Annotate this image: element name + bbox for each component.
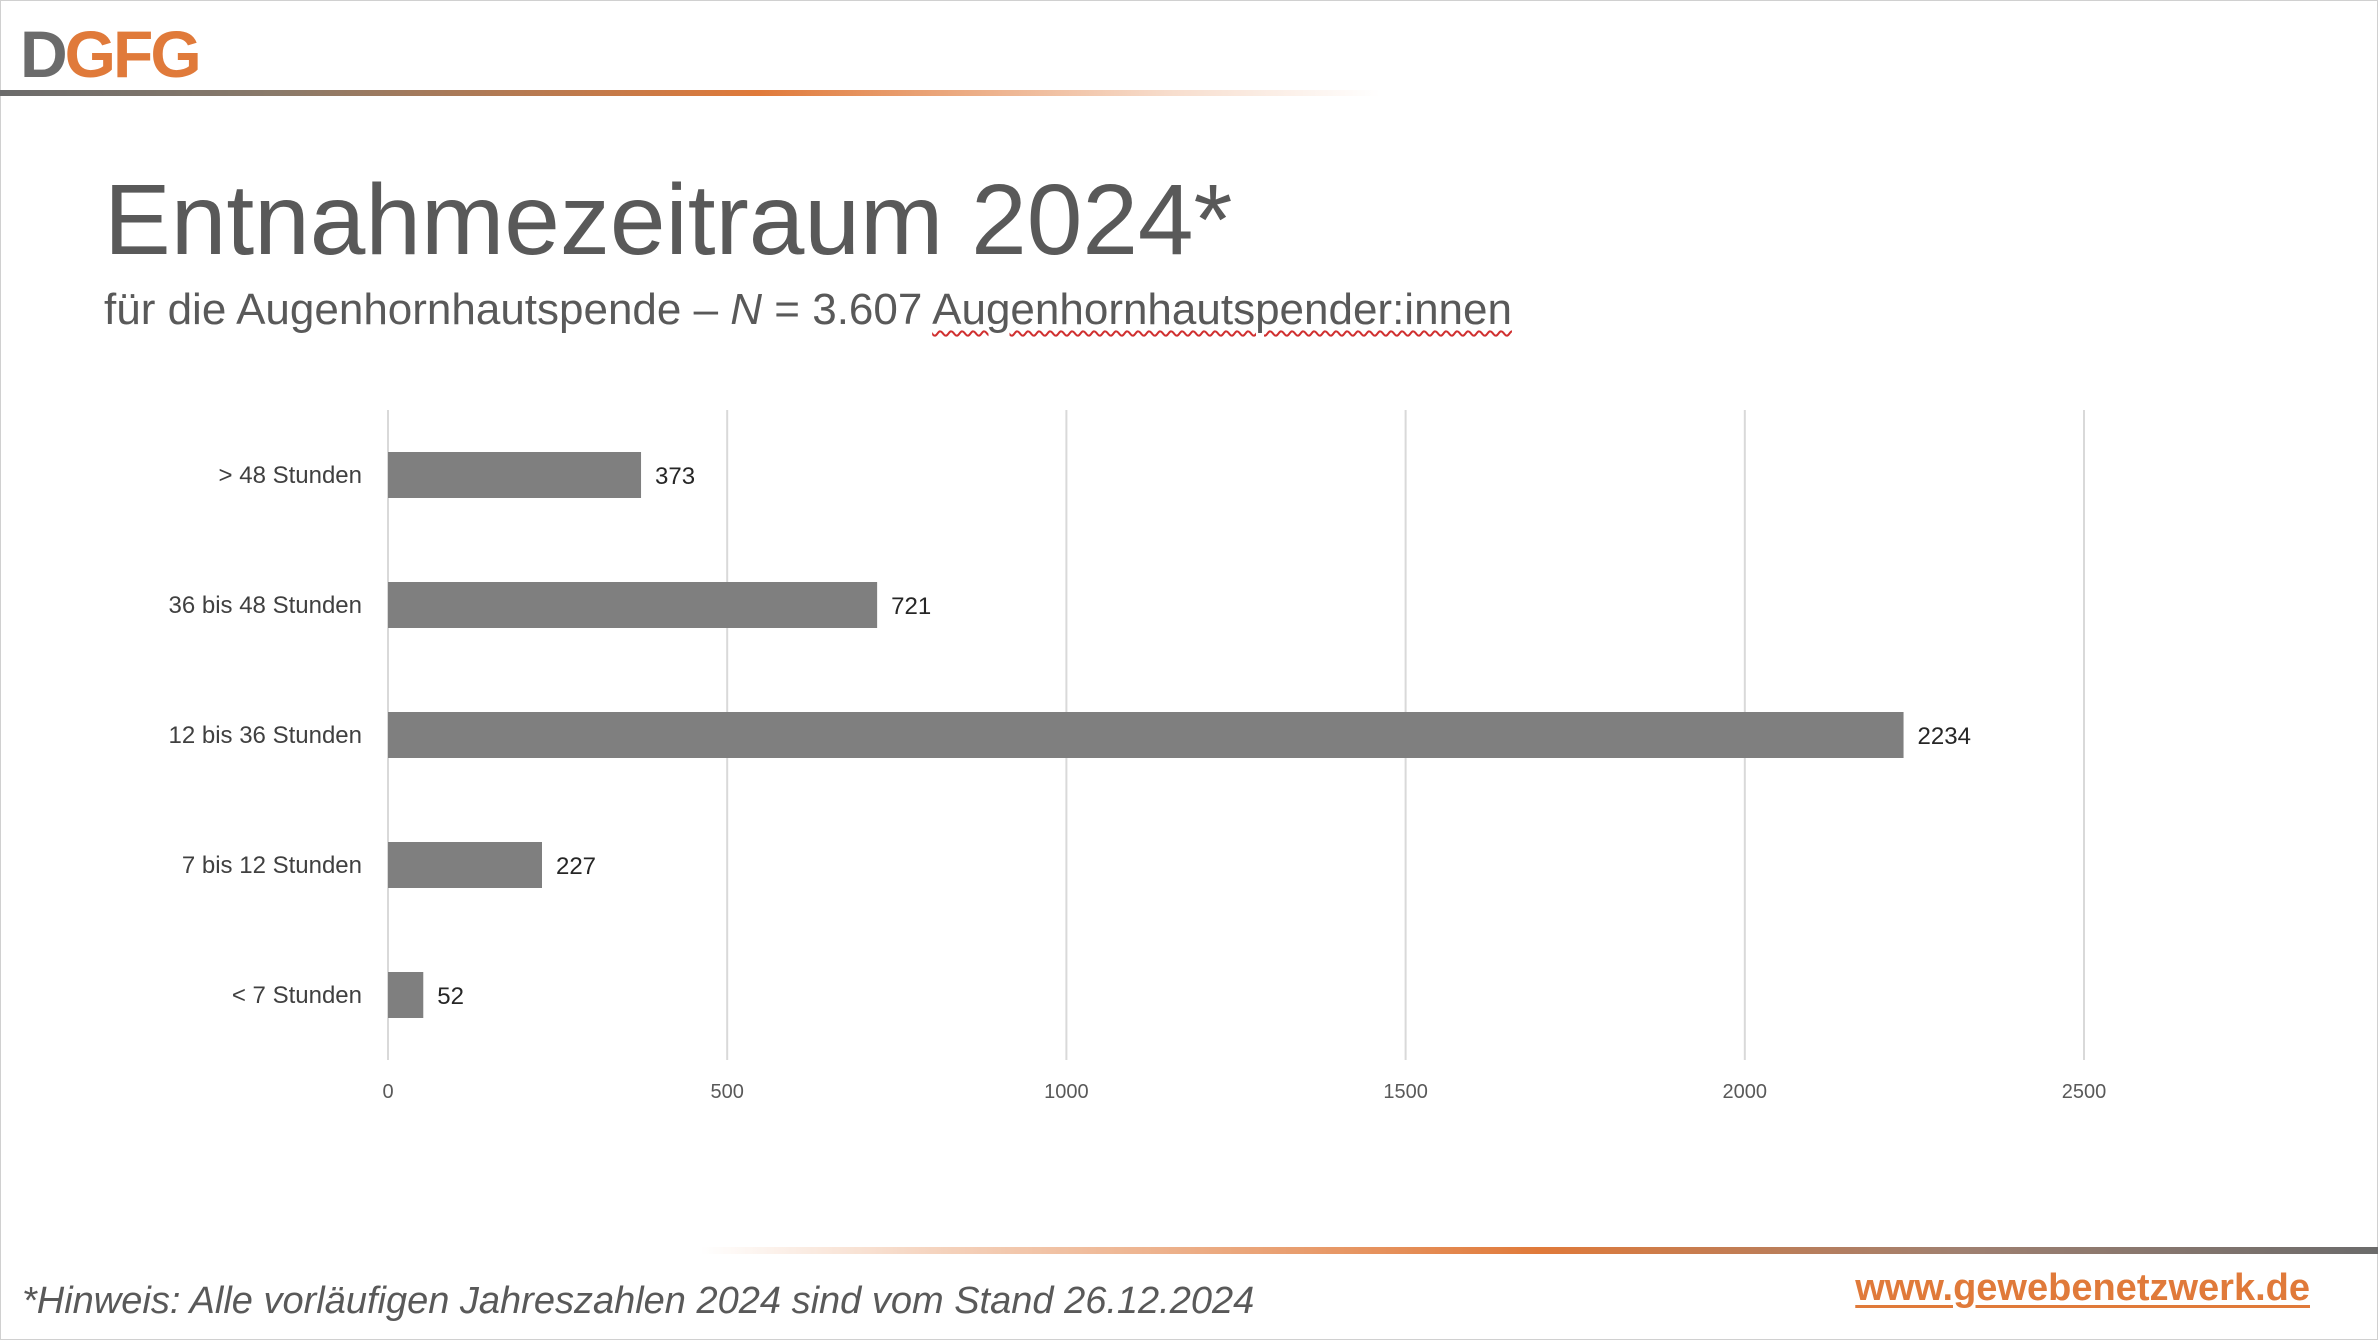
x-tick-label: 0 — [382, 1081, 393, 1103]
category-label: 7 bis 12 Stunden — [182, 852, 362, 879]
website-link[interactable]: www.gewebenetzwerk.de — [1855, 1267, 2310, 1309]
category-label: 36 bis 48 Stunden — [169, 592, 363, 619]
category-label: 12 bis 36 Stunden — [169, 722, 363, 749]
slide-title: Entnahmezeitraum 2024* — [104, 164, 1233, 276]
bar — [388, 972, 424, 1018]
subtitle-middle: = 3.607 — [762, 285, 933, 334]
subtitle-n-symbol: N — [730, 285, 763, 334]
category-label: > 48 Stunden — [219, 462, 362, 489]
footer-divider — [700, 1247, 2378, 1254]
header-divider — [0, 90, 1380, 96]
footnote-note: *Hinweis: Alle vorläufigen Jahreszahlen … — [22, 1280, 1255, 1322]
x-tick-label: 1500 — [1383, 1081, 1428, 1103]
value-label: 721 — [891, 593, 931, 620]
value-label: 373 — [655, 463, 695, 490]
label-layer: 0 500 1000 1500 2000 2500 > 48 Stunden 373 36 bi… — [169, 462, 2107, 1103]
bar — [388, 712, 1904, 758]
subtitle-prefix: für die Augenhornhautspende – — [104, 285, 731, 334]
logo-letter-d: D — [20, 17, 68, 91]
bar — [388, 582, 878, 628]
bar — [388, 842, 542, 888]
value-label: 2234 — [1918, 723, 1971, 750]
x-tick-label: 500 — [711, 1081, 744, 1103]
category-label: < 7 Stunden — [232, 982, 362, 1009]
x-tick-label: 2000 — [1723, 1081, 1768, 1103]
slide-subtitle: für die Augenhornhautspende – N = 3.607 … — [104, 280, 1512, 340]
x-tick-label: 2500 — [2062, 1081, 2107, 1103]
subtitle-spelled-word: Augenhornhautspender:innen — [932, 285, 1512, 334]
bar — [388, 452, 642, 498]
dgfg-logo: DGFG — [20, 14, 202, 94]
bar-layer — [388, 452, 1904, 1018]
logo-letters-gfg: GFG — [64, 17, 202, 91]
value-label: 227 — [556, 853, 596, 880]
x-tick-label: 1000 — [1044, 1081, 1089, 1103]
value-label: 52 — [437, 983, 464, 1010]
